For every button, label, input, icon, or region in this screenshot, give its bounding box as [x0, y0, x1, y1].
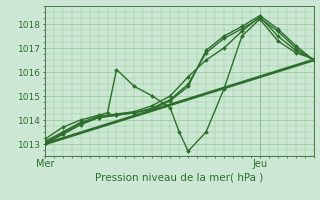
X-axis label: Pression niveau de la mer( hPa ): Pression niveau de la mer( hPa ) — [95, 172, 263, 182]
